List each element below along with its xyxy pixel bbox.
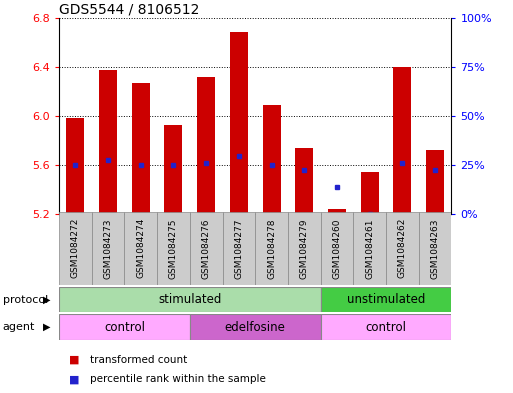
Bar: [66, 118, 84, 214]
Text: GSM1084262: GSM1084262: [398, 218, 407, 278]
Text: percentile rank within the sample: percentile rank within the sample: [90, 374, 266, 384]
Text: ■: ■: [69, 354, 80, 365]
Text: control: control: [104, 321, 145, 334]
Bar: [263, 105, 281, 214]
Text: GSM1084279: GSM1084279: [300, 218, 309, 279]
Bar: [288, 212, 321, 285]
Bar: [99, 70, 117, 214]
Bar: [197, 77, 215, 214]
Text: GDS5544 / 8106512: GDS5544 / 8106512: [59, 2, 200, 17]
Bar: [92, 212, 125, 285]
Text: GSM1084275: GSM1084275: [169, 218, 178, 279]
Text: ■: ■: [69, 374, 80, 384]
Text: GSM1084261: GSM1084261: [365, 218, 374, 279]
Bar: [230, 32, 248, 214]
Bar: [132, 83, 150, 214]
Bar: [59, 287, 321, 312]
Text: GSM1084260: GSM1084260: [332, 218, 342, 279]
Bar: [190, 314, 321, 340]
Bar: [124, 212, 157, 285]
Text: stimulated: stimulated: [158, 293, 222, 306]
Bar: [361, 173, 379, 214]
Text: edelfosine: edelfosine: [225, 321, 286, 334]
Text: ▶: ▶: [43, 295, 50, 305]
Text: ▶: ▶: [43, 322, 50, 332]
Text: GSM1084273: GSM1084273: [104, 218, 112, 279]
Bar: [419, 212, 451, 285]
Bar: [321, 287, 451, 312]
Text: GSM1084278: GSM1084278: [267, 218, 276, 279]
Bar: [353, 212, 386, 285]
Text: GSM1084274: GSM1084274: [136, 218, 145, 278]
Bar: [295, 148, 313, 214]
Text: GSM1084272: GSM1084272: [71, 218, 80, 278]
Bar: [59, 314, 190, 340]
Bar: [223, 212, 255, 285]
Text: GSM1084263: GSM1084263: [430, 218, 440, 279]
Text: protocol: protocol: [3, 295, 48, 305]
Text: transformed count: transformed count: [90, 354, 187, 365]
Bar: [386, 212, 419, 285]
Bar: [426, 150, 444, 214]
Bar: [59, 212, 92, 285]
Bar: [321, 212, 353, 285]
Bar: [190, 212, 223, 285]
Text: GSM1084277: GSM1084277: [234, 218, 243, 279]
Bar: [328, 209, 346, 214]
Text: GSM1084276: GSM1084276: [202, 218, 211, 279]
Text: control: control: [366, 321, 406, 334]
Bar: [165, 125, 183, 214]
Text: unstimulated: unstimulated: [347, 293, 425, 306]
Bar: [157, 212, 190, 285]
Text: agent: agent: [3, 322, 35, 332]
Bar: [255, 212, 288, 285]
Bar: [393, 67, 411, 214]
Bar: [321, 314, 451, 340]
